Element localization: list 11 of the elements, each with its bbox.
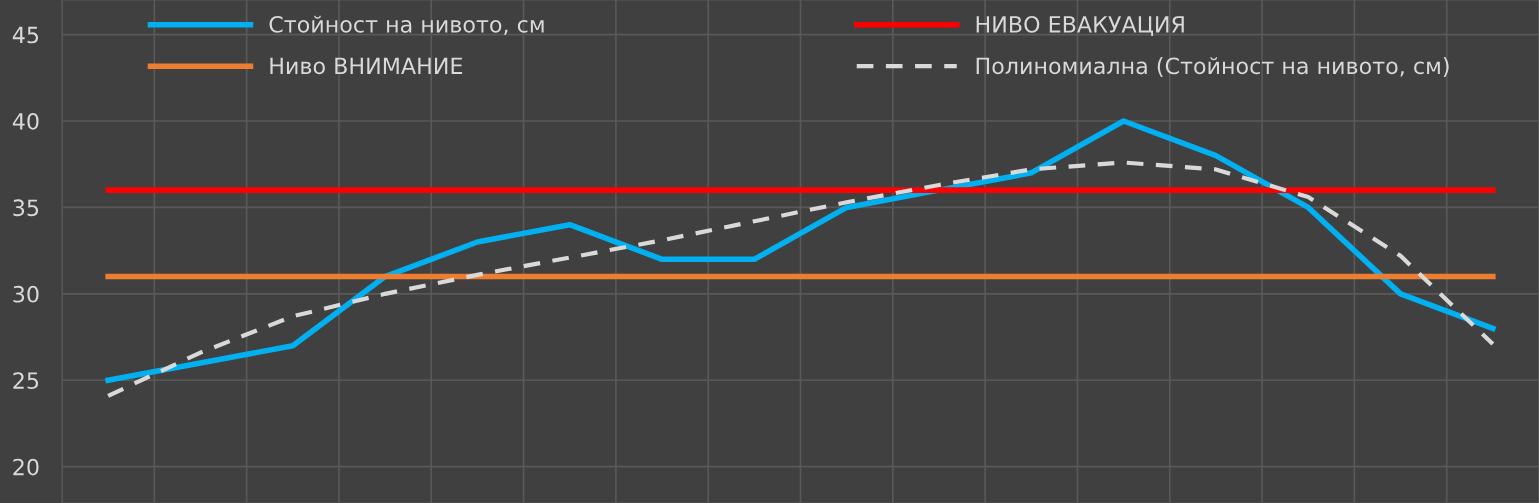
y-tick-label: 35	[13, 199, 39, 217]
legend-label: НИВО ЕВАКУАЦИЯ	[976, 15, 1184, 36]
legend-label: Стойност на нивото, см	[269, 15, 544, 36]
y-tick-label: 40	[12, 112, 39, 130]
y-tick-label: 25	[13, 372, 39, 390]
legend-label: Ниво ВНИМАНИЕ	[270, 57, 463, 75]
y-tick-label: 45	[12, 26, 39, 44]
line-series	[106, 160, 1495, 398]
legend-label: Полиномиална (Стойност на нивото, см)	[976, 57, 1449, 77]
y-tick-label: 20	[13, 458, 39, 476]
y-tick-label: 30	[13, 285, 39, 303]
